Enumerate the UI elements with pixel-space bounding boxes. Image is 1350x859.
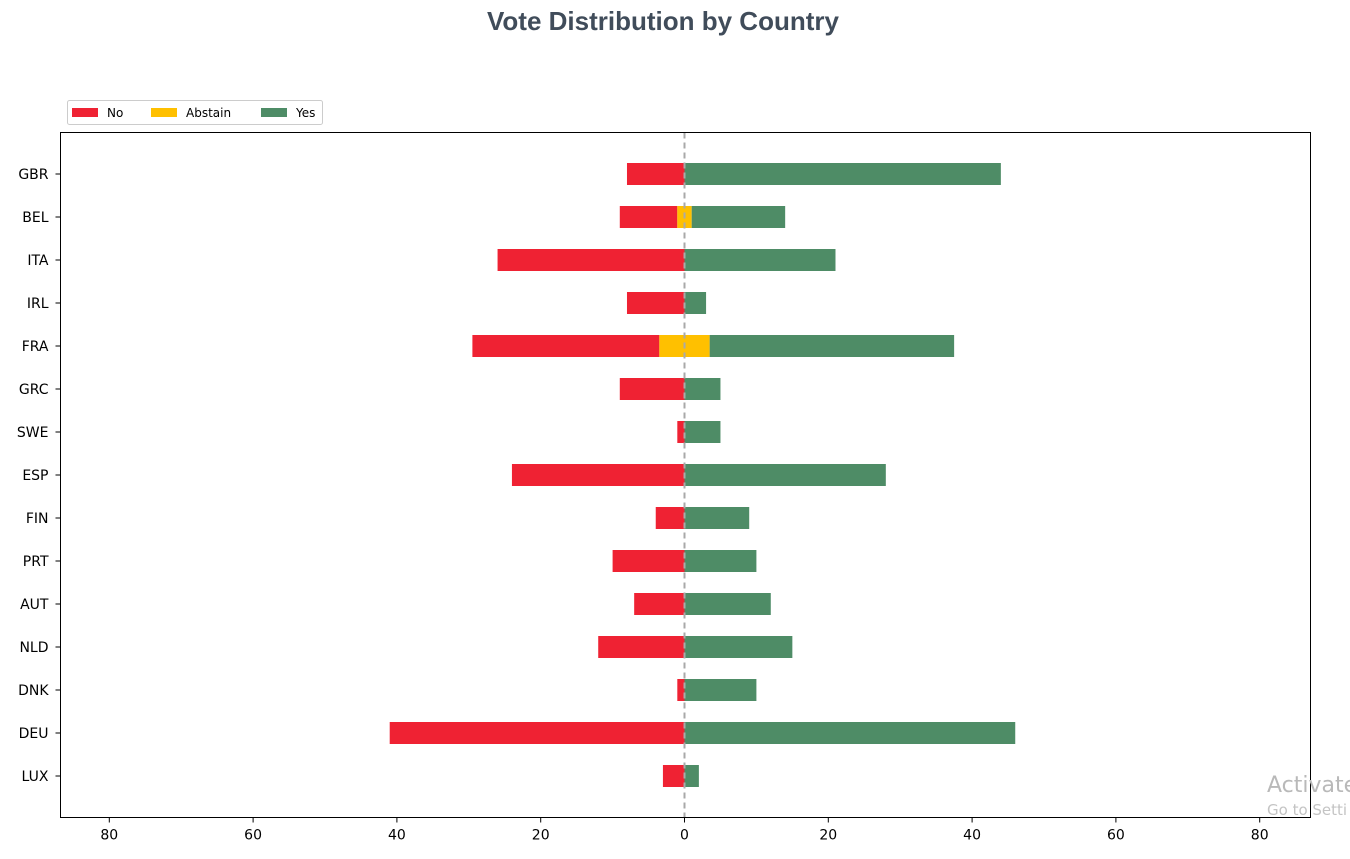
x-tick-label-1: 60 (244, 828, 262, 844)
bar-yes-irl (684, 292, 707, 314)
bars-layer (389, 163, 1016, 787)
x-tick-label-8: 80 (1251, 828, 1269, 844)
y-tick-label-swe: SWE (17, 425, 49, 441)
bar-yes-swe (684, 421, 721, 443)
bar-no-aut (634, 593, 685, 615)
y-tick-label-aut: AUT (20, 597, 49, 613)
x-axis: 80 60 40 20 0 20 40 60 80 (100, 817, 1269, 844)
y-tick-label-grc: GRC (19, 382, 49, 398)
watermark-line2: Go to Setti (1267, 801, 1348, 819)
bar-yes-fra (709, 335, 955, 357)
legend-swatch-abstain (151, 108, 177, 117)
bar-no-grc (619, 378, 685, 400)
legend-swatch-yes (261, 108, 287, 117)
y-tick-label-irl: IRL (27, 296, 49, 312)
legend-swatch-no (72, 108, 98, 117)
y-tick-label-lux: LUX (22, 769, 49, 785)
x-tick-label-2: 40 (388, 828, 406, 844)
y-tick-label-nld: NLD (19, 640, 48, 656)
bar-no-fra (472, 335, 660, 357)
legend-box (67, 100, 323, 125)
bar-no-irl (626, 292, 685, 314)
chart-title: Vote Distribution by Country (487, 6, 839, 36)
bar-no-fin (655, 507, 685, 529)
bar-no-ita (497, 249, 685, 271)
watermark-line1: Activate (1267, 773, 1350, 798)
bar-no-esp (511, 464, 685, 486)
legend-label-abstain: Abstain (186, 106, 231, 120)
bar-yes-gbr (684, 163, 1001, 185)
legend-label-no: No (107, 106, 123, 120)
bar-yes-fin (684, 507, 750, 529)
x-tick-label-5: 20 (819, 828, 837, 844)
y-tick-label-ita: ITA (27, 253, 49, 269)
bar-yes-ita (684, 249, 836, 271)
bar-yes-dnk (684, 679, 757, 701)
bar-yes-grc (684, 378, 721, 400)
y-tick-label-deu: DEU (19, 726, 49, 742)
bar-no-nld (598, 636, 685, 658)
x-tick-label-6: 40 (963, 828, 981, 844)
bar-no-bel (619, 206, 678, 228)
bar-no-gbr (626, 163, 685, 185)
bar-yes-lux (684, 765, 699, 787)
x-tick-label-3: 20 (532, 828, 550, 844)
y-tick-label-fin: FIN (26, 511, 49, 527)
y-tick-label-prt: PRT (23, 554, 49, 570)
bar-yes-aut (684, 593, 771, 615)
legend: No Abstain Yes (67, 100, 323, 125)
x-tick-label-0: 80 (100, 828, 118, 844)
bar-yes-esp (684, 464, 886, 486)
bar-no-deu (389, 722, 685, 744)
bar-yes-prt (684, 550, 757, 572)
y-tick-label-fra: FRA (22, 339, 49, 355)
legend-label-yes: Yes (295, 106, 315, 120)
y-tick-label-bel: BEL (22, 210, 48, 226)
y-tick-label-dnk: DNK (18, 683, 49, 699)
x-tick-label-7: 60 (1107, 828, 1125, 844)
x-tick-label-4: 0 (680, 828, 689, 844)
bar-no-dnk (677, 679, 685, 701)
y-axis: GBR BEL ITA IRL FRA GRC SWE ESP FIN PRT AUT NLD DNK D… (17, 167, 61, 785)
bar-yes-deu (684, 722, 1016, 744)
bar-no-prt (612, 550, 685, 572)
activate-windows-watermark: Activate Go to Setti (1267, 772, 1350, 820)
bar-yes-bel (691, 206, 786, 228)
bar-no-swe (677, 421, 685, 443)
bar-yes-nld (684, 636, 793, 658)
bar-no-lux (662, 765, 685, 787)
y-tick-label-esp: ESP (22, 468, 48, 484)
y-tick-label-gbr: GBR (18, 167, 48, 183)
